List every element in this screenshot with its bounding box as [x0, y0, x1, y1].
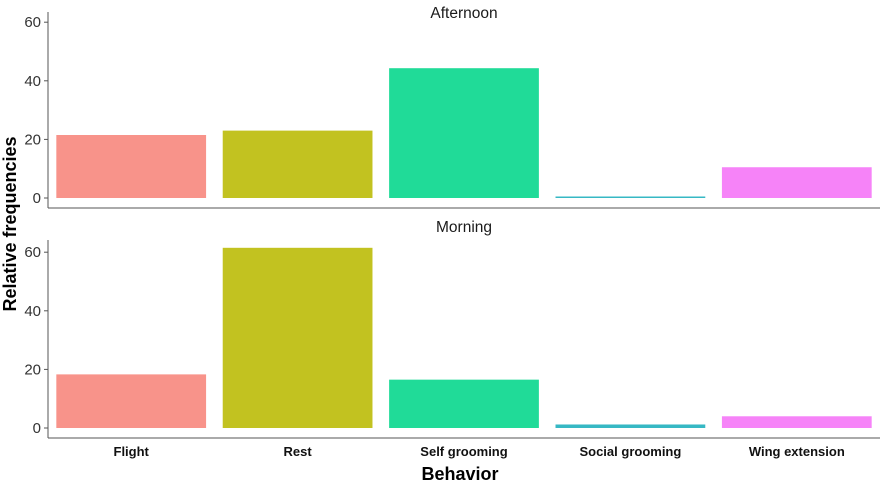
- x-tick-label: Flight: [114, 444, 150, 459]
- y-tick-label: 60: [24, 244, 41, 261]
- bar-wing-extension: [721, 167, 872, 198]
- bar-wing-extension: [721, 416, 872, 428]
- x-axis-category-labels: Flight Rest Self grooming Social grooming Wi…: [114, 444, 845, 459]
- x-tick-label: Self grooming: [420, 444, 507, 459]
- bar-rest: [222, 130, 373, 198]
- y-tick-label: 0: [33, 420, 41, 437]
- x-tick-label: Rest: [284, 444, 313, 459]
- x-tick-label: Social grooming: [579, 444, 681, 459]
- panel-title: Afternoon: [430, 5, 497, 22]
- y-tick-label: 40: [24, 73, 41, 90]
- bar-rest: [222, 247, 373, 428]
- y-tick-label: 60: [24, 14, 41, 31]
- bar-social-grooming: [555, 196, 706, 198]
- chart-panels: Afternoon 0 20 40 60 Morning 0 20 40 60: [24, 5, 880, 439]
- bar-self-grooming: [389, 379, 539, 428]
- y-tick-label: 40: [24, 303, 41, 320]
- y-tick-label: 0: [33, 190, 41, 207]
- x-axis-title: Behavior: [421, 464, 498, 484]
- y-tick-label: 20: [24, 131, 41, 148]
- panel-morning: Morning 0 20 40 60: [24, 219, 880, 439]
- y-tick-label: 20: [24, 361, 41, 378]
- x-tick-label: Wing extension: [749, 444, 845, 459]
- panel-title: Morning: [436, 219, 492, 236]
- bar-flight: [56, 135, 207, 198]
- bar-social-grooming: [555, 424, 706, 428]
- y-axis-title: Relative frequencies: [0, 136, 20, 311]
- bar-flight: [56, 374, 207, 428]
- panel-afternoon: Afternoon 0 20 40 60: [24, 5, 880, 209]
- bar-self-grooming: [389, 68, 539, 199]
